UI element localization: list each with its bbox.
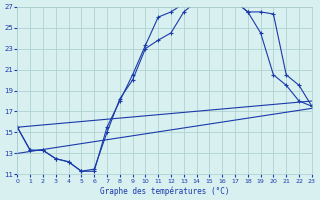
X-axis label: Graphe des températures (°C): Graphe des températures (°C) <box>100 186 229 196</box>
